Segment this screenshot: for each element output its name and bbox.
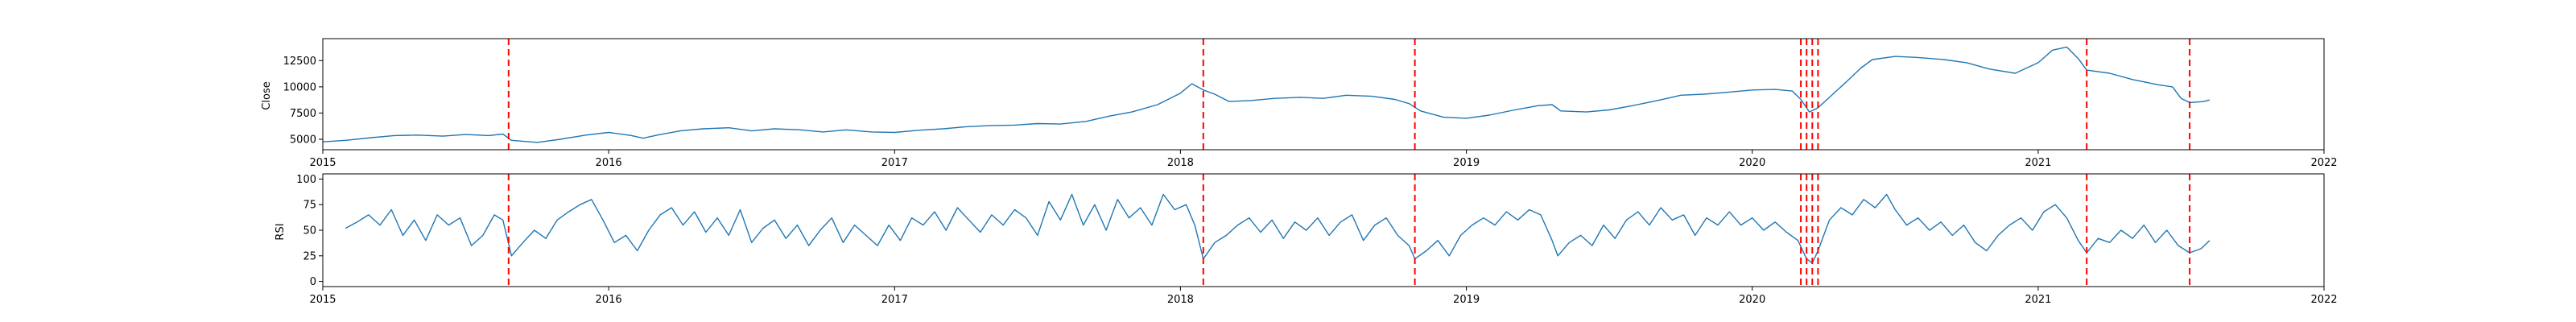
close-x-tick-label: 2017 — [881, 157, 908, 169]
rsi-y-axis-label: RSI — [275, 223, 287, 240]
rsi-x-tick-label: 2020 — [1739, 294, 1765, 306]
rsi-x-tick-label: 2022 — [2310, 294, 2337, 306]
close-y-tick-label: 12500 — [283, 56, 316, 68]
close-x-tick-label: 2016 — [596, 157, 622, 169]
close-x-tick-label: 2020 — [1739, 157, 1765, 169]
rsi-x-tick-label: 2015 — [309, 294, 336, 306]
close-y-tick-label: 5000 — [290, 134, 316, 147]
rsi-y-tick-label: 75 — [303, 200, 316, 212]
rsi-y-tick-label: 0 — [310, 276, 316, 288]
close-x-tick-label: 2022 — [2310, 157, 2337, 169]
rsi-x-tick-label: 2019 — [1453, 294, 1480, 306]
rsi-y-tick-label: 100 — [296, 174, 316, 186]
rsi-series-line — [345, 193, 2211, 264]
close-y-axis-label: Close — [261, 81, 273, 109]
rsi-x-tick-label: 2017 — [881, 294, 908, 306]
rsi-panel: RSI 2015 2016 2017 2018 2019 2020 2021 2022 0 25 5… — [275, 173, 2338, 306]
close-price-panel: Close 2015 2016 2017 2018 2019 2020 2021 2022 50… — [261, 38, 2338, 169]
rsi-y-tick-label: 25 — [303, 250, 316, 262]
rsi-x-tick-label: 2021 — [2025, 294, 2051, 306]
close-x-tick-label: 2019 — [1453, 157, 1480, 169]
close-series-line — [322, 46, 2211, 143]
close-y-tick-label: 7500 — [290, 108, 316, 120]
rsi-x-tick-label: 2016 — [596, 294, 622, 306]
close-x-tick-label: 2015 — [309, 157, 336, 169]
close-plot-frame — [322, 38, 2325, 151]
close-y-tick-label: 10000 — [283, 81, 316, 93]
close-x-tick-label: 2018 — [1167, 157, 1194, 169]
close-x-tick-label: 2021 — [2025, 157, 2051, 169]
rsi-y-tick-label: 50 — [303, 225, 316, 237]
rsi-x-tick-label: 2018 — [1167, 294, 1194, 306]
rsi-plot-frame — [322, 173, 2325, 287]
